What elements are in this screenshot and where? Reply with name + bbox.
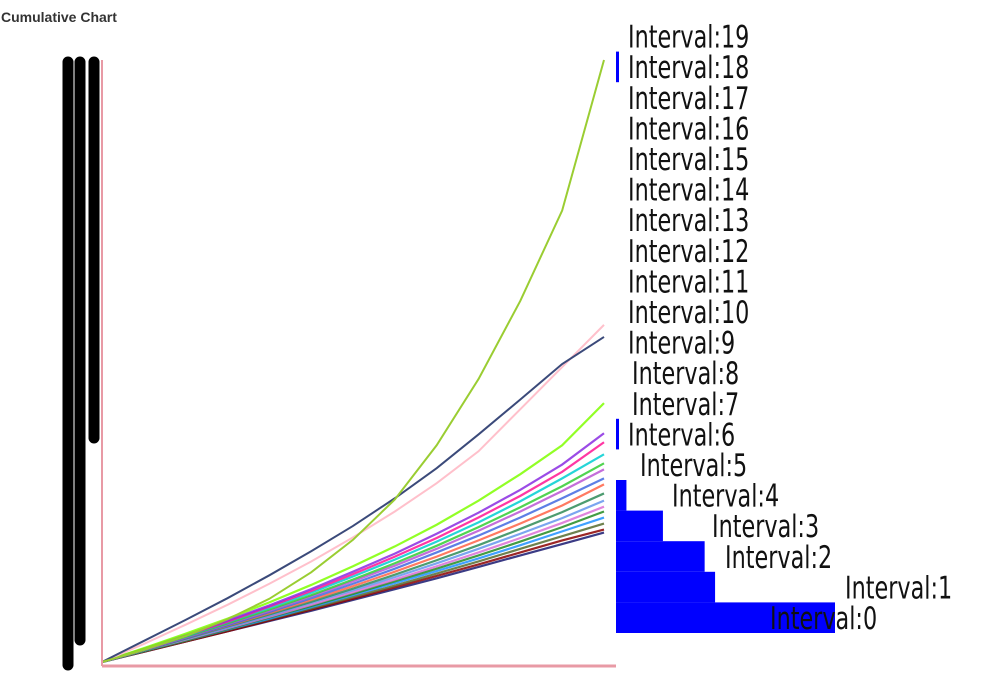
interval-label-7: Interval:7 — [632, 387, 739, 423]
interval-histogram — [616, 51, 835, 633]
interval-label-3: Interval:3 — [712, 510, 819, 546]
histogram-bar-2 — [616, 541, 705, 572]
chart-title: Cumulative Chart — [1, 9, 117, 25]
series-line-3 — [101, 402, 605, 664]
histogram-bar-3 — [616, 510, 663, 542]
interval-label-13: Interval:13 — [628, 204, 749, 240]
histogram-bar-6 — [616, 418, 619, 450]
histogram-bar-1 — [616, 571, 716, 603]
chart-axes — [101, 60, 616, 668]
series-line-0 — [101, 59, 605, 663]
series-line-9 — [101, 477, 605, 664]
histogram-bar-18 — [616, 51, 619, 83]
cumulative-lines — [101, 59, 605, 664]
series-line-7 — [101, 462, 605, 664]
interval-label-11: Interval:11 — [628, 265, 749, 301]
series-line-4 — [101, 432, 605, 664]
left-marks — [62, 56, 100, 671]
interval-label-9: Interval:9 — [628, 326, 735, 362]
interval-label-8: Interval:8 — [632, 357, 739, 393]
interval-label-16: Interval:16 — [628, 112, 749, 148]
interval-label-10: Interval:10 — [628, 295, 749, 331]
interval-label-15: Interval:15 — [628, 142, 749, 178]
interval-label-1: Interval:1 — [845, 571, 952, 607]
histogram-bar-4 — [616, 480, 627, 511]
series-line-1 — [101, 336, 605, 663]
interval-label-4: Interval:4 — [672, 479, 779, 515]
series-line-2 — [101, 324, 605, 663]
interval-label-6: Interval:6 — [628, 418, 735, 454]
histogram-bar-0 — [616, 602, 835, 633]
interval-label-5: Interval:5 — [640, 448, 747, 484]
interval-label-12: Interval:12 — [628, 234, 749, 270]
interval-label-18: Interval:18 — [628, 51, 749, 87]
interval-label-0: Interval:0 — [770, 601, 877, 637]
interval-label-14: Interval:14 — [628, 173, 749, 209]
interval-label-19: Interval:19 — [628, 20, 749, 56]
interval-label-17: Interval:17 — [628, 81, 749, 117]
interval-label-2: Interval:2 — [725, 540, 832, 576]
